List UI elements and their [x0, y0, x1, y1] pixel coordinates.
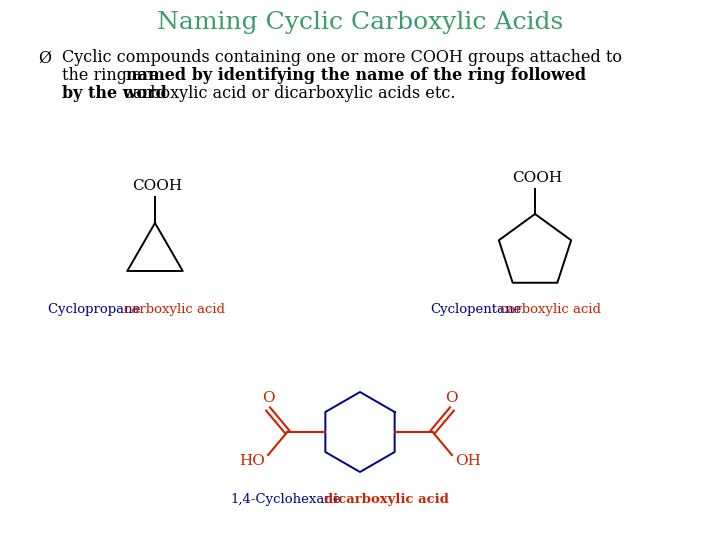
Text: carboxylic acid: carboxylic acid	[500, 303, 601, 316]
Text: COOH: COOH	[132, 179, 182, 193]
Text: O: O	[446, 391, 458, 405]
Text: named by identifying the name of the ring followed: named by identifying the name of the rin…	[126, 68, 586, 84]
Text: carboxylic acid or dicarboxylic acids etc.: carboxylic acid or dicarboxylic acids et…	[124, 85, 456, 103]
Text: Cyclic compounds containing one or more COOH groups attached to: Cyclic compounds containing one or more …	[62, 50, 622, 66]
Text: HO: HO	[239, 454, 265, 468]
Text: O: O	[262, 391, 274, 405]
Text: 1,4-Cyclohexane: 1,4-Cyclohexane	[230, 494, 341, 507]
Text: Naming Cyclic Carboxylic Acids: Naming Cyclic Carboxylic Acids	[157, 10, 563, 33]
Text: COOH: COOH	[512, 171, 562, 185]
Text: by the word: by the word	[62, 85, 173, 103]
Text: Cyclopentane: Cyclopentane	[430, 303, 521, 316]
Text: OH: OH	[455, 454, 481, 468]
Text: carboxylic acid: carboxylic acid	[124, 303, 225, 316]
Text: dicarboxylic acid: dicarboxylic acid	[324, 494, 449, 507]
Text: Cyclopropane: Cyclopropane	[48, 303, 145, 316]
Text: Ø: Ø	[38, 50, 51, 66]
Text: the ring are: the ring are	[62, 68, 164, 84]
